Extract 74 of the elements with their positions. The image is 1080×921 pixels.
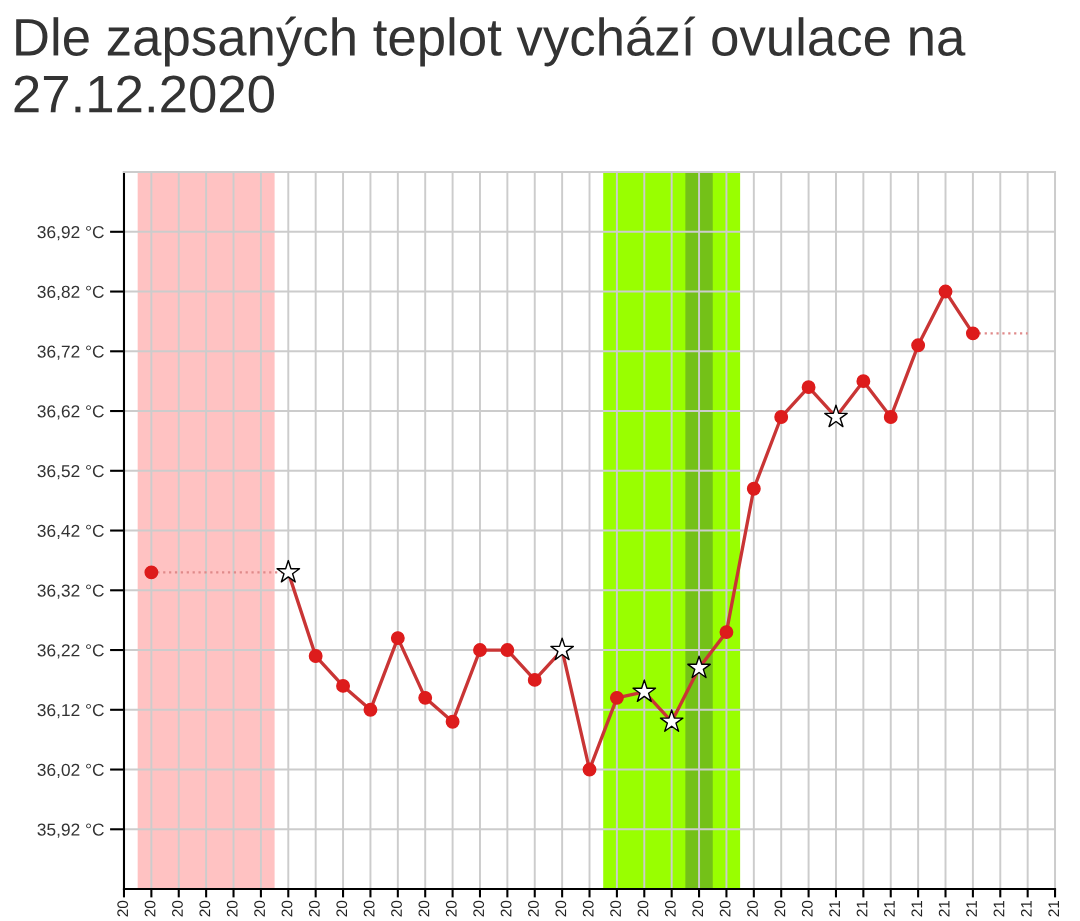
point [473,643,487,657]
y-tick-label: 35,92 °C [37,823,104,838]
x-tick-label: 20 [719,900,731,917]
x-tick-label: 20 [664,900,676,917]
chart-title: Dle zapsaných teplot vychází ovulace na 27.12.2020 [14,16,966,113]
point [938,284,953,299]
x-tick-label: 20 [473,900,485,917]
x-tick-label: 20 [445,900,457,917]
y-tick-label: 36,42 °C [37,524,104,540]
x-tick-label: 20 [500,900,512,917]
x-tick-label: 21 [1020,900,1032,917]
x-tick-label: 20 [117,900,129,917]
point [363,702,378,717]
point [824,404,848,428]
point [527,672,542,687]
y-tick-label: 36,02 °C [37,763,104,779]
y-tick-label: 36,72 °C [37,345,104,360]
point [801,380,816,395]
x-tick-label: 20 [308,900,320,917]
point [911,338,926,353]
x-tick-label: 20 [144,900,156,917]
x-tick-label: 21 [1048,900,1059,917]
point [746,481,761,496]
point [659,709,684,732]
x-tick-label: 20 [801,900,813,917]
x-tick-label: 21 [856,900,868,917]
point [609,690,624,705]
x-tick-label: 20 [418,900,430,917]
x-tick-label: 20 [199,900,211,917]
point [774,410,789,424]
x-tick-label: 21 [993,900,1005,917]
x-tick-label: 20 [582,900,594,917]
x-tick-label: 20 [281,900,293,917]
point [390,631,405,646]
x-tick-label: 21 [966,900,977,917]
x-tick-label: 20 [391,900,402,917]
x-tick-label: 20 [774,900,786,917]
x-tick-label: 20 [226,900,238,917]
y-tick-label: 36,82 °C [37,285,104,301]
point [856,374,871,389]
x-tick-label: 20 [336,900,348,917]
point [883,410,898,424]
x-tick-label: 20 [254,900,266,917]
point [632,679,657,703]
x-tick-label: 20 [747,900,758,917]
y-tick-label: 36,92 °C [37,225,104,241]
x-tick-label: 20 [610,900,621,917]
point [582,762,597,777]
y-tick-label: 36,12 °C [37,703,104,719]
point [965,326,980,341]
point [308,649,323,663]
point [336,678,351,693]
y-tick-label: 36,32 °C [37,584,104,599]
x-tick-label: 20 [637,900,649,917]
point [144,565,159,580]
x-tick-label: 20 [172,900,183,917]
x-tick-label: 21 [829,900,840,917]
y-tick-label: 36,22 °C [37,644,104,659]
x-tick-label: 21 [938,900,950,917]
point [418,690,433,705]
point [687,655,711,679]
x-tick-label: 20 [363,900,375,917]
y-tick-label: 36,62 °C [37,405,104,420]
point [550,637,575,661]
x-tick-label: 20 [528,900,539,917]
x-tick-label: 21 [884,900,895,917]
point [719,625,734,640]
x-tick-label: 20 [555,900,567,917]
point [500,643,515,657]
point [276,559,301,583]
y-tick-label: 36,52 °C [37,464,104,480]
x-tick-label: 20 [692,900,704,917]
x-tick-label: 21 [911,900,923,917]
point [445,714,460,729]
